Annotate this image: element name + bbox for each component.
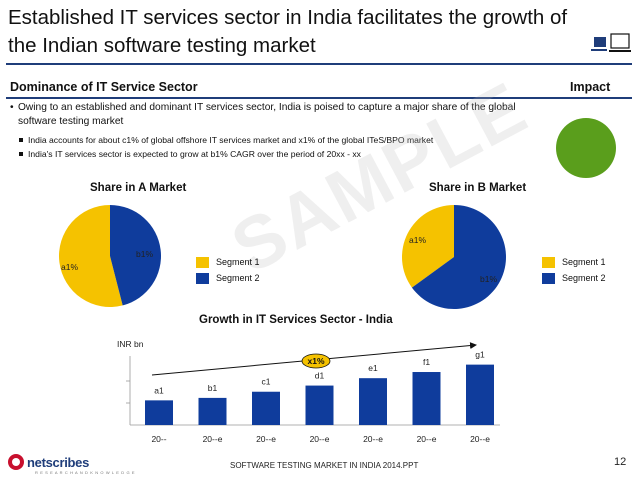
bar-data-label: a1: [154, 385, 164, 395]
legend-swatch-segment-2: [196, 272, 209, 284]
bullet-list: Owing to an established and dominant IT …: [10, 101, 530, 161]
section-divider: [6, 97, 632, 99]
cagr-label: x1%: [307, 356, 324, 366]
bullet-sub: India accounts for about c1% of global o…: [10, 133, 530, 147]
legend-a: Segment 1 Segment 2: [196, 254, 260, 286]
logo-mark-icon: [8, 454, 24, 470]
bar-1: [198, 397, 227, 425]
impact-indicator: [556, 118, 616, 178]
legend-label: Segment 1: [562, 257, 606, 267]
legend-swatch-segment-1: [196, 256, 209, 268]
pie-a-slice-segment-2: [110, 205, 162, 306]
pie-b-label-2: b1%: [480, 274, 498, 284]
pie-chart-b: [402, 205, 506, 309]
bar-4: [359, 378, 387, 425]
chart-title-b: Share in B Market: [429, 182, 527, 194]
legend-b: Segment 1 Segment 2: [542, 254, 606, 286]
slide-title: Established IT services sector in India …: [8, 6, 568, 57]
footer-filename: SOFTWARE TESTING MARKET IN INDIA 2014.PP…: [230, 461, 419, 470]
legend-label: Segment 2: [216, 273, 260, 283]
bar-data-label: g1: [475, 350, 485, 360]
page-number: 12: [614, 456, 627, 468]
bar-data-label: f1: [423, 357, 430, 367]
bar-2: [252, 391, 280, 425]
cagr-badge: [301, 353, 331, 369]
x-tick-label: 20--: [151, 434, 166, 444]
legend-swatch-segment-1: [542, 256, 555, 268]
x-tick-label: 20--e: [203, 434, 223, 444]
bar-data-label: e1: [368, 363, 378, 373]
title-divider: [6, 63, 632, 65]
bar-5: [412, 372, 441, 425]
bar-data-label: c1: [262, 377, 271, 387]
legend-label: Segment 2: [562, 273, 606, 283]
legend-label: Segment 1: [216, 257, 260, 267]
bullet-main: Owing to an established and dominant IT …: [10, 101, 530, 129]
company-logo: netscribes R E S E A R C H A N D K N O W…: [8, 454, 135, 475]
pie-b-label-1: a1%: [409, 235, 427, 245]
pie-a-slice-segment-1: [59, 205, 123, 307]
x-tick-label: 20--e: [417, 434, 437, 444]
chart-title-growth: Growth in IT Services Sector - India: [199, 314, 393, 326]
bullet-sub: India's IT services sector is expected t…: [10, 147, 530, 161]
pie-a-label-1: a1%: [61, 262, 79, 272]
bar-data-label: b1: [208, 383, 218, 393]
monitor-icon: [591, 33, 631, 52]
bar-6: [466, 364, 494, 425]
bar-data-label: d1: [315, 371, 325, 381]
pie-b-slice-segment-1: [402, 205, 454, 288]
x-tick-label: 20--e: [470, 434, 490, 444]
x-tick-label: 20--e: [256, 434, 276, 444]
chart-title-a: Share in A Market: [90, 182, 187, 194]
bar-3: [305, 385, 334, 425]
pie-b-slice-segment-2: [411, 205, 506, 309]
x-tick-label: 20--e: [363, 434, 383, 444]
impact-heading: Impact: [570, 80, 611, 94]
legend-swatch-segment-2: [542, 272, 555, 284]
pie-a-label-2: b1%: [136, 249, 154, 259]
bar-0: [145, 400, 173, 425]
logo-tagline: R E S E A R C H A N D K N O W L E D G E: [35, 470, 136, 475]
y-axis-label: INR bn: [117, 339, 144, 349]
section-heading: Dominance of IT Service Sector: [10, 80, 198, 94]
logo-text: netscribes: [27, 454, 90, 470]
pie-chart-a: [59, 205, 162, 307]
x-tick-label: 20--e: [310, 434, 330, 444]
